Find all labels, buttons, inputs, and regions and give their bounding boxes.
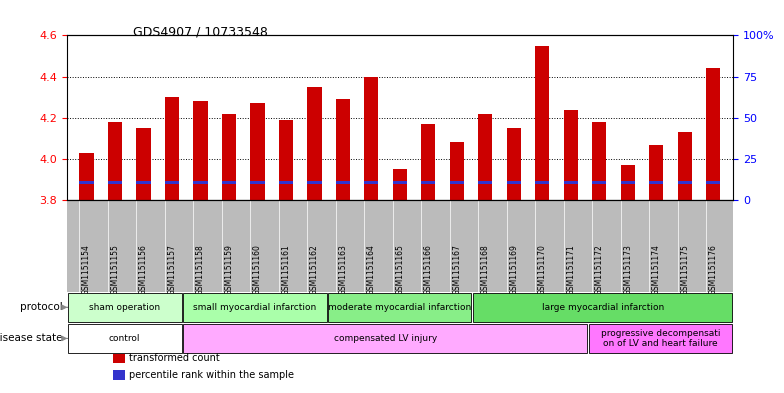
Bar xyxy=(279,181,293,184)
Bar xyxy=(113,370,125,380)
Text: large myocardial infarction: large myocardial infarction xyxy=(542,303,664,312)
Bar xyxy=(183,293,327,321)
Bar xyxy=(706,181,720,184)
Bar xyxy=(136,181,151,184)
Bar xyxy=(279,120,293,200)
Bar xyxy=(592,122,606,200)
Bar xyxy=(194,101,208,200)
Bar xyxy=(589,324,732,353)
Text: moderate myocardial infarction: moderate myocardial infarction xyxy=(328,303,471,312)
Bar xyxy=(506,181,521,184)
Bar xyxy=(165,97,179,200)
Bar xyxy=(222,181,236,184)
Text: disease state: disease state xyxy=(0,333,62,343)
Bar xyxy=(336,181,350,184)
Bar xyxy=(136,128,151,200)
Bar xyxy=(564,181,578,184)
Bar xyxy=(307,87,321,200)
Bar xyxy=(307,181,321,184)
Bar xyxy=(194,181,208,184)
Bar xyxy=(250,103,264,200)
Bar xyxy=(67,324,182,353)
Bar xyxy=(649,181,663,184)
Bar xyxy=(478,114,492,200)
Bar xyxy=(535,46,550,200)
Bar xyxy=(165,181,179,184)
Bar xyxy=(473,293,732,321)
Bar xyxy=(478,181,492,184)
Bar xyxy=(677,132,691,200)
Bar xyxy=(328,293,471,321)
Bar xyxy=(649,145,663,200)
Bar xyxy=(621,181,635,184)
Bar xyxy=(421,124,435,200)
Bar xyxy=(450,181,464,184)
Bar xyxy=(250,181,264,184)
Text: compensated LV injury: compensated LV injury xyxy=(334,334,437,343)
Bar xyxy=(535,181,550,184)
Bar xyxy=(677,181,691,184)
Text: transformed count: transformed count xyxy=(129,353,220,363)
Bar xyxy=(113,353,125,363)
Bar xyxy=(365,181,379,184)
Text: small myocardial infarction: small myocardial infarction xyxy=(194,303,317,312)
Bar xyxy=(393,169,407,200)
Bar xyxy=(393,181,407,184)
Bar xyxy=(564,110,578,200)
Text: protocol: protocol xyxy=(20,302,62,312)
Bar xyxy=(183,324,587,353)
Text: sham operation: sham operation xyxy=(89,303,160,312)
Bar xyxy=(79,153,94,200)
Text: progressive decompensati
on of LV and heart failure: progressive decompensati on of LV and he… xyxy=(601,329,720,348)
Bar xyxy=(621,165,635,200)
Text: percentile rank within the sample: percentile rank within the sample xyxy=(129,370,294,380)
Text: control: control xyxy=(109,334,140,343)
Bar xyxy=(336,99,350,200)
Bar xyxy=(222,114,236,200)
Bar xyxy=(592,181,606,184)
Bar xyxy=(706,68,720,200)
Bar xyxy=(506,128,521,200)
Bar xyxy=(67,293,182,321)
Bar xyxy=(450,143,464,200)
Bar xyxy=(108,181,122,184)
Bar xyxy=(365,77,379,200)
Bar xyxy=(79,181,94,184)
Text: GDS4907 / 10733548: GDS4907 / 10733548 xyxy=(133,26,268,39)
Bar xyxy=(108,122,122,200)
Bar xyxy=(421,181,435,184)
